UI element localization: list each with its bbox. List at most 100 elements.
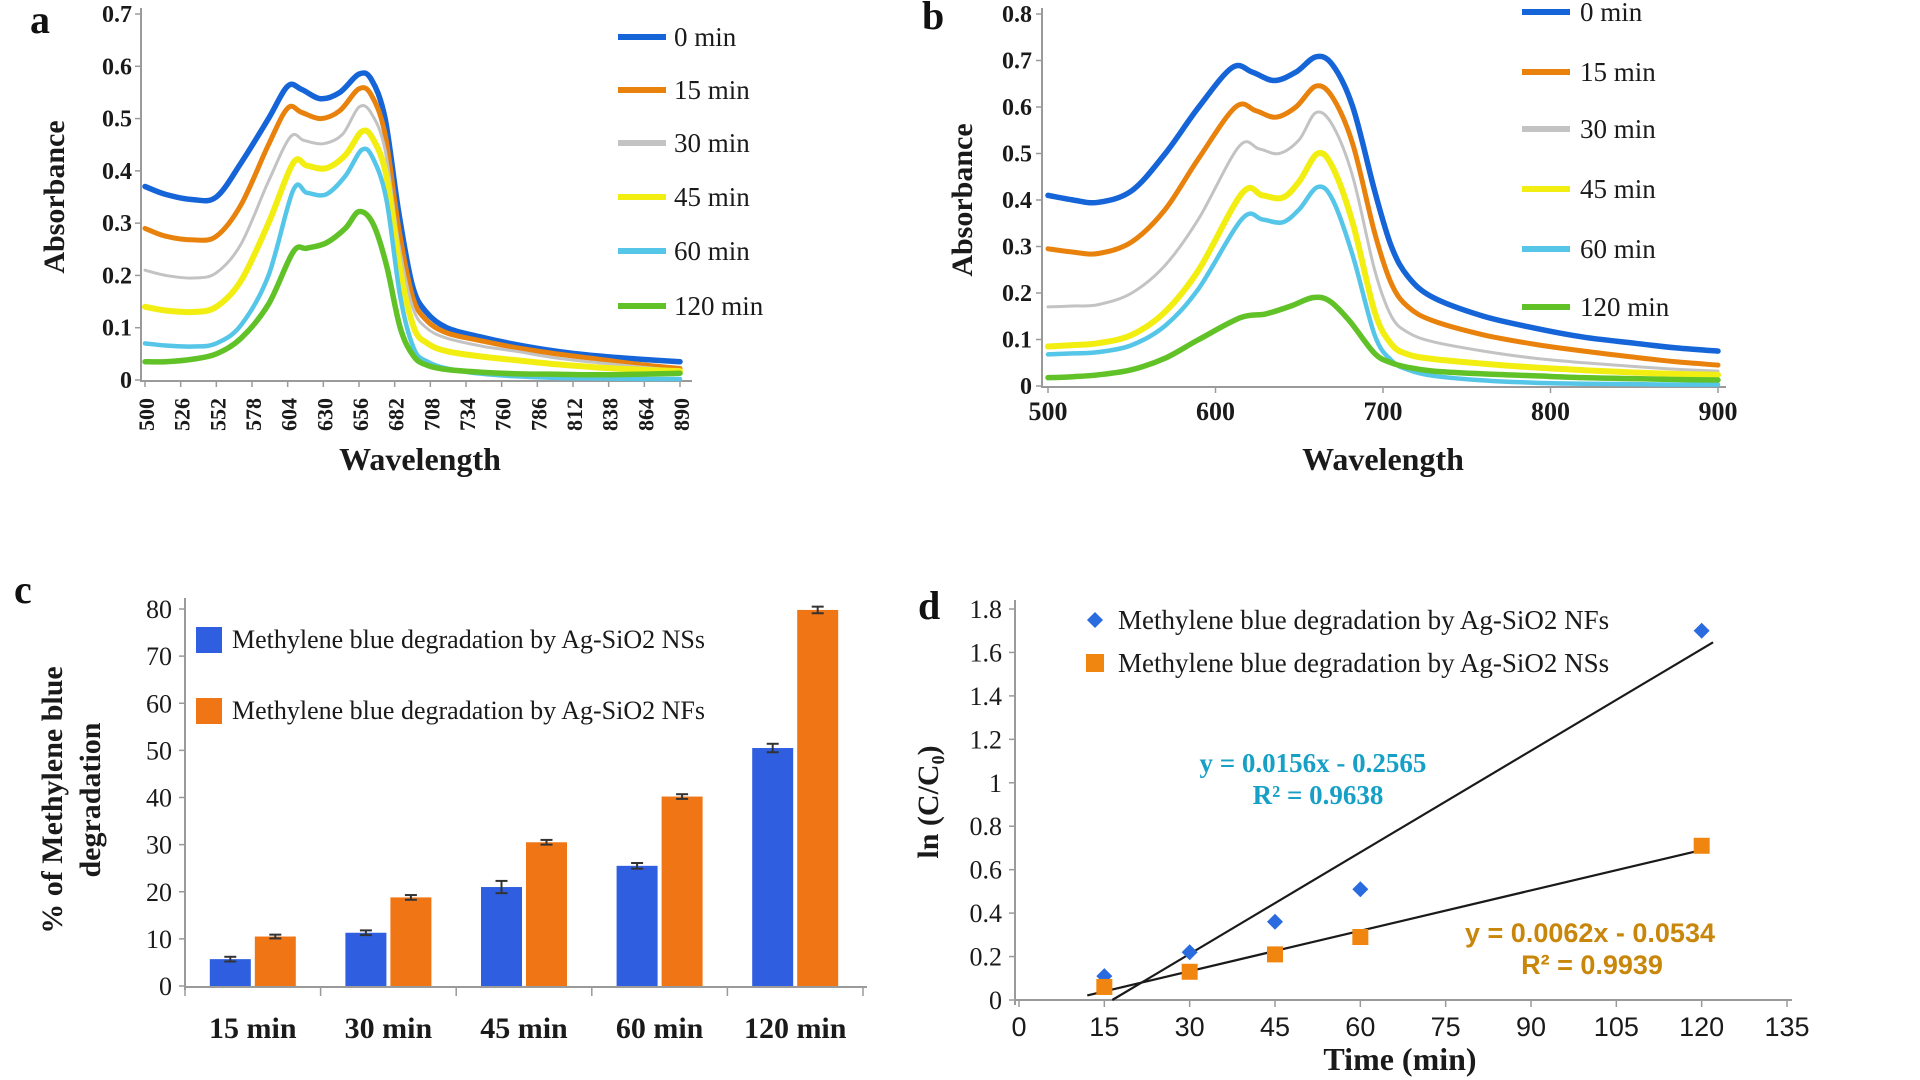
c-bar-NFs [390,897,432,986]
d-x-tick-label: 105 [1594,1012,1639,1042]
d-y-tick-label: 0.4 [970,899,1003,928]
d-y-tick-label: 0.2 [970,943,1003,972]
d-x-axis-title: Time (min) [1323,1041,1476,1077]
c-bar-NSs [752,748,794,986]
d-y-tick-label: 1.4 [970,682,1003,711]
b-x-tick-label: 500 [1029,397,1068,426]
b-x-tick-label: 700 [1364,397,1403,426]
a-x-tick-label: 812 [562,398,587,431]
d-point-square [1693,837,1710,854]
c-bar-NSs [481,887,522,986]
d-y-tick-label: 1.6 [970,638,1003,667]
b-y-tick-label: 0.3 [1002,235,1032,261]
d-y-tick-label: 1.2 [970,725,1003,754]
b-legend-label: 0 min [1580,0,1643,27]
a-x-tick-label: 838 [598,398,623,431]
a-x-tick-label: 708 [419,398,444,431]
c-y-tick-label: 80 [146,595,172,624]
c-bar-NFs [661,796,703,986]
d-trendline [1111,641,1714,1001]
a-series-line-0min [142,70,683,365]
d-x-tick-label: 90 [1516,1012,1546,1042]
b-y-tick-label: 0.8 [1002,2,1032,28]
c-bar-NFs [797,609,839,986]
c-bar-NSs [209,959,251,986]
a-x-tick-label: 682 [384,398,409,431]
d-point-diamond [1693,622,1710,639]
b-series-line-120min [1045,294,1721,383]
c-legend-label: Methylene blue degradation by Ag-SiO2 NF… [232,696,705,725]
a-x-tick-label: 630 [312,398,337,431]
d-x-tick-label: 0 [1011,1012,1026,1042]
b-x-tick-label: 900 [1699,397,1738,426]
b-series-line-0min [1045,53,1721,354]
a-x-tick-label: 552 [205,398,230,431]
d-y-tick-label: 0.8 [970,812,1003,841]
c-y-tick-label: 20 [146,878,172,907]
d-point-square [1352,929,1369,946]
c-x-category-label: 120 min [744,1012,847,1045]
a-series-line-60min [142,146,683,382]
b-x-tick-label: 800 [1531,397,1570,426]
d-legend-label: Methylene blue degradation by Ag-SiO2 NF… [1118,605,1609,635]
c-bar-NFs [254,936,296,986]
a-y-tick-label: 0.4 [102,159,132,185]
c-legend-swatch [196,698,222,724]
c-x-category-label: 30 min [345,1012,433,1045]
b-y-axis-title: Absorbance [946,123,979,276]
b-x-tick-label: 600 [1196,397,1235,426]
a-x-tick-label: 760 [491,398,516,431]
d-x-tick-label: 75 [1431,1012,1461,1042]
b-y-tick-label: 0.2 [1002,281,1032,307]
a-x-tick-label: 864 [633,398,658,431]
b-y-tick-label: 0.5 [1002,142,1032,168]
b-legend-label: 60 min [1580,234,1656,264]
d-x-tick-label: 45 [1260,1012,1290,1042]
panel-letter-a: a [30,0,50,42]
b-legend-label: 45 min [1580,174,1656,204]
d-y-tick-label: 1.8 [970,595,1003,624]
a-x-tick-label: 734 [455,398,480,431]
a-y-tick-label: 0.5 [102,107,132,133]
c-legend-swatch [196,627,222,653]
a-x-tick-label: 656 [348,398,373,431]
a-series-line-120min [142,208,683,378]
c-y-tick-label: 60 [146,689,172,718]
c-y-tick-label: 30 [146,831,172,860]
c-bar-NFs [526,842,567,986]
b-legend-label: 30 min [1580,114,1656,144]
d-x-tick-label: 60 [1345,1012,1375,1042]
d-x-tick-label: 15 [1089,1012,1119,1042]
b-legend-label: 15 min [1580,57,1656,87]
c-y-axis-title-line1: % of Methylene blue [36,666,69,933]
b-series-line-45min [1045,149,1721,378]
d-y-tick-label: 1 [989,769,1002,798]
c-x-category-label: 60 min [616,1012,704,1045]
d-point-square [1181,963,1198,980]
a-legend-label: 120 min [674,291,764,321]
a-x-tick-label: 526 [170,398,195,431]
b-series-line-60min [1045,184,1721,387]
d-point-square [1096,978,1113,995]
c-y-tick-label: 50 [146,736,172,765]
a-y-tick-label: 0.1 [102,316,132,342]
d-point-diamond [1352,881,1369,898]
b-y-tick-label: 0.4 [1002,188,1032,214]
a-y-tick-label: 0 [120,368,132,394]
a-x-tick-label: 500 [134,398,159,431]
b-y-tick-label: 0.7 [1002,49,1032,75]
a-legend-label: 60 min [674,236,750,266]
a-x-axis-title: Wavelength [339,441,501,477]
d-point-diamond [1267,913,1283,930]
b-series-line-15min [1045,83,1721,368]
a-legend-label: 45 min [674,182,750,212]
c-legend-label: Methylene blue degradation by Ag-SiO2 NS… [232,625,705,654]
a-x-tick-label: 578 [241,398,266,431]
panel-letter-b: b [922,0,945,38]
a-series-line-15min [142,85,683,371]
b-series-line-30min [1046,110,1720,373]
d-point-square [1267,946,1283,963]
a-series-line-30min [143,104,682,373]
